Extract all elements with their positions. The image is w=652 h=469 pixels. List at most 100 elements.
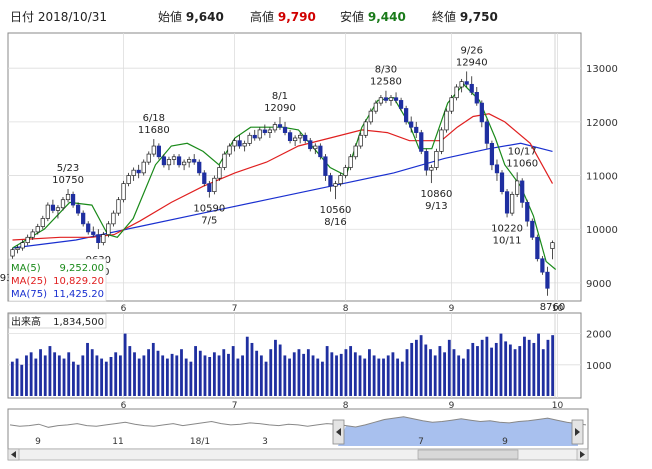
candle-body — [197, 161, 202, 174]
candle-body — [504, 191, 510, 214]
navigator-label: 11 — [112, 437, 123, 447]
annotation-date: 9/26 — [461, 45, 483, 56]
candle-body — [287, 132, 293, 142]
annotation-date: 7/5 — [201, 216, 217, 227]
candle-body — [126, 175, 131, 184]
candle-body — [313, 145, 318, 150]
volume-bar — [316, 358, 320, 396]
price-axis: 13000 12000 11000 10000 9000 6 7 8 9 10 — [121, 64, 618, 314]
volume-bar — [518, 346, 522, 396]
candle-body — [424, 151, 429, 171]
candle-body — [348, 156, 353, 168]
volume-bar — [391, 352, 395, 396]
low-field: 安値 9,440 — [340, 8, 406, 25]
volume-bar — [405, 349, 409, 396]
navigator-label: 9 — [502, 437, 508, 447]
volume-bar — [311, 355, 315, 396]
candle-body — [469, 83, 474, 93]
volume-bar — [128, 346, 132, 396]
candle-body — [247, 134, 252, 144]
volume-bar — [25, 355, 28, 396]
volume-bar — [86, 342, 89, 396]
volume-bar — [250, 342, 254, 396]
candle-body — [535, 236, 540, 260]
candle-body — [262, 129, 267, 133]
volume-value: 1,834,500 — [53, 317, 104, 328]
volume-bar — [466, 349, 470, 396]
volume-bar — [386, 355, 390, 396]
volume-bar — [90, 349, 94, 396]
candle-body — [267, 129, 273, 133]
volume-month-label: 8 — [343, 401, 349, 411]
volume-bar — [76, 364, 80, 396]
volume-bar — [165, 358, 169, 396]
volume-bar — [306, 349, 310, 396]
volume-bar — [161, 355, 165, 396]
volume-bar — [53, 352, 57, 396]
annotation-date: 8/1 — [272, 91, 288, 102]
volume-bar — [344, 349, 348, 396]
volume-bar — [95, 355, 99, 396]
volume-bar — [274, 339, 277, 396]
candle-body — [484, 121, 489, 144]
volume-bar — [288, 358, 291, 396]
volume-bar — [189, 361, 193, 396]
annotation-date: 9/13 — [425, 201, 447, 212]
volume-bar — [48, 346, 52, 396]
navigator-scrollbar-thumb[interactable] — [417, 449, 519, 460]
annotation-value: 10220 — [491, 223, 523, 234]
candle-body — [202, 172, 207, 184]
price-month-label: 9 — [449, 304, 455, 314]
volume-legend: 出来高 1,834,500 — [8, 313, 107, 329]
volume-bar — [184, 358, 188, 396]
candle-body — [429, 167, 434, 171]
volume-bar — [104, 361, 108, 396]
volume-bar — [541, 349, 545, 396]
close-field: 終値 9,750 — [432, 8, 498, 25]
volume-bar — [452, 349, 456, 396]
price-tick-label: 9000 — [586, 279, 611, 290]
navigator-labels: 9 11 18/1 3 7 9 — [35, 437, 508, 447]
candle-body — [166, 159, 172, 166]
volume-bar — [109, 357, 113, 396]
annotation-date: 10/11 — [493, 235, 522, 246]
candle-body — [530, 220, 535, 238]
candle-body — [131, 169, 136, 176]
candle-body — [15, 247, 20, 250]
candle-body — [489, 142, 495, 166]
candle-body — [121, 183, 126, 201]
close-value: 9,750 — [459, 10, 498, 24]
volume-bar — [302, 353, 306, 396]
annotation-value: 10590 — [193, 204, 225, 215]
candle-body — [388, 97, 394, 101]
volume-bar — [259, 355, 263, 396]
candle-body — [378, 97, 384, 104]
volume-bar — [363, 358, 367, 396]
volume-bar — [494, 342, 498, 396]
volume-bar — [114, 352, 118, 396]
candle-body — [207, 183, 212, 193]
candle-body — [55, 207, 61, 211]
navigator-left-arrow-icon — [336, 428, 341, 436]
annotation-value: 8760 — [540, 302, 565, 313]
volume-bar — [419, 335, 423, 396]
volume-bar — [20, 364, 24, 396]
volume-month-label: 10 — [552, 401, 564, 411]
volume-bar — [377, 358, 381, 396]
open-label: 始値 — [158, 10, 183, 24]
candle-body — [550, 242, 555, 249]
annotation-value: 12090 — [264, 103, 296, 114]
candle-body — [308, 140, 313, 150]
date-field: 日付 2018/10/31 — [10, 8, 107, 25]
candle-body — [545, 271, 550, 289]
annotation-value: 11680 — [138, 125, 170, 136]
candles — [10, 71, 555, 296]
volume-month-label: 6 — [121, 401, 127, 411]
candle-body — [171, 156, 177, 160]
candle-body — [237, 140, 242, 147]
candle-body — [494, 164, 500, 174]
navigator-selection-fill — [338, 416, 578, 446]
legend-ma25-value: 10,829.20 — [53, 276, 104, 287]
candle-body — [449, 97, 454, 112]
candle-body — [459, 81, 464, 88]
